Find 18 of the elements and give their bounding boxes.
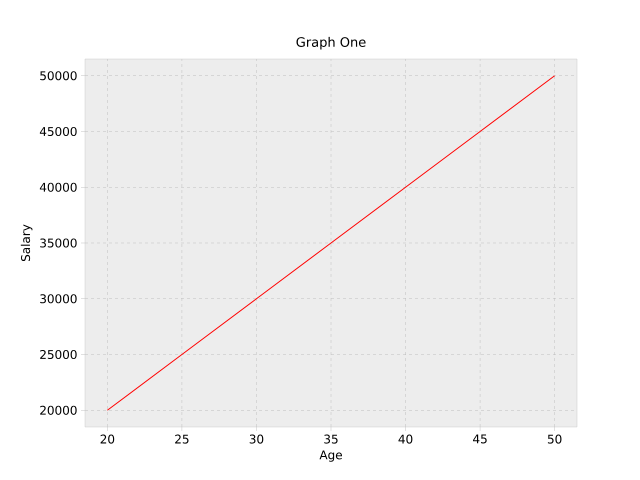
line-series — [106, 75, 556, 411]
x-tick-label: 25 — [175, 434, 188, 444]
x-axis-title: Age — [319, 450, 342, 462]
x-tick-label: 35 — [324, 434, 338, 444]
x-tick-label: 45 — [473, 434, 487, 444]
x-tick-label: 40 — [398, 434, 412, 444]
chart-title: Graph One — [296, 36, 366, 50]
y-tick-label: 25000 — [40, 350, 77, 360]
x-tick-label: 50 — [548, 434, 562, 444]
y-axis-title: Salary — [20, 224, 32, 262]
y-tick-label: 50000 — [40, 71, 77, 80]
y-tick-label: 20000 — [40, 406, 77, 415]
y-tick-label: 30000 — [40, 294, 77, 304]
x-tick-label: 20 — [100, 434, 114, 444]
y-tick-label: 40000 — [40, 182, 77, 192]
y-tick-label: 45000 — [40, 126, 77, 136]
x-tick-label: 30 — [250, 434, 264, 444]
y-tick-label: 35000 — [40, 238, 77, 248]
